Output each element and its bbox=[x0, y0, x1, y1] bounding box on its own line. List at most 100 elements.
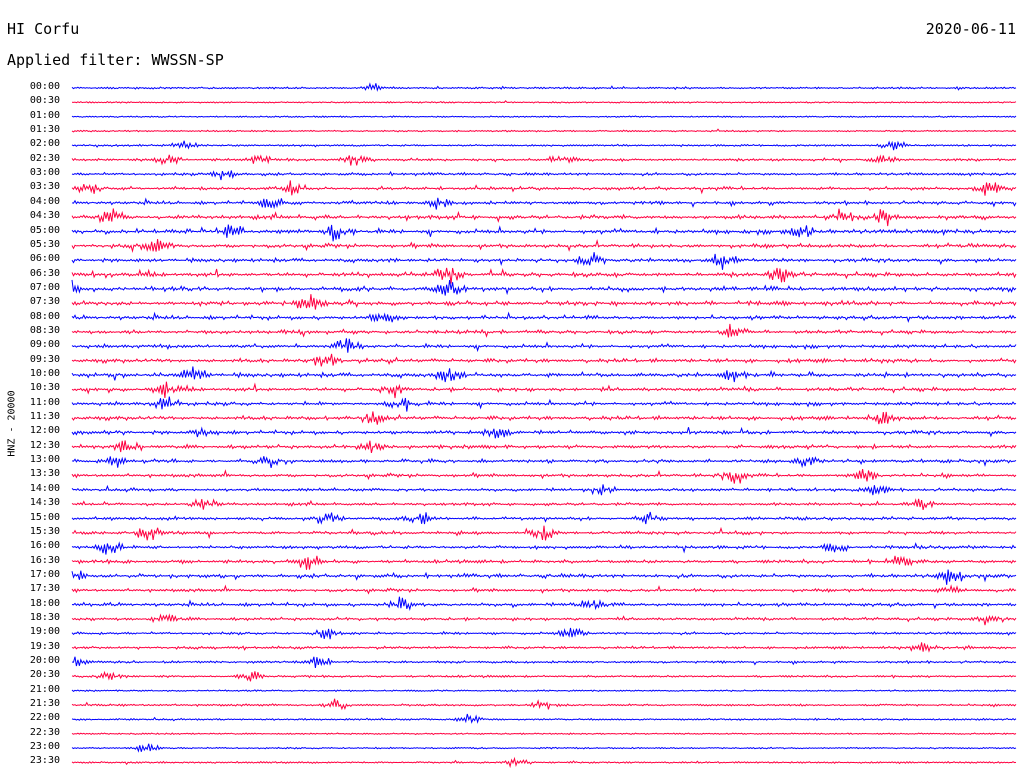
time-label: 16:30 bbox=[29, 554, 60, 566]
time-label: 07:00 bbox=[29, 281, 60, 293]
time-label: 14:00 bbox=[29, 482, 60, 494]
trace-line bbox=[71, 170, 1017, 181]
trace-line bbox=[71, 426, 1017, 439]
time-label: 02:00 bbox=[29, 138, 60, 150]
trace-line bbox=[71, 154, 1017, 166]
trace-line bbox=[71, 732, 1017, 736]
trace-line bbox=[71, 584, 1017, 595]
trace-line bbox=[71, 311, 1017, 323]
time-label: 05:00 bbox=[29, 224, 60, 236]
time-label: 06:00 bbox=[29, 253, 60, 265]
time-label: 21:00 bbox=[29, 683, 60, 695]
trace-line bbox=[71, 140, 1017, 151]
trace-line bbox=[71, 381, 1017, 399]
trace-line bbox=[71, 613, 1017, 626]
trace-line bbox=[71, 294, 1017, 310]
time-label: 22:30 bbox=[29, 726, 60, 738]
time-label: 00:00 bbox=[29, 81, 60, 92]
trace-line bbox=[71, 224, 1017, 242]
time-label: 12:00 bbox=[29, 425, 60, 437]
time-label: 01:00 bbox=[29, 109, 60, 121]
trace-line bbox=[71, 456, 1017, 469]
time-label: 20:30 bbox=[29, 669, 60, 681]
time-label: 22:00 bbox=[29, 712, 60, 724]
trace-line bbox=[71, 323, 1017, 338]
station-title: HI Corfu bbox=[7, 20, 80, 38]
time-label: 17:30 bbox=[29, 583, 60, 595]
time-label: 01:30 bbox=[29, 124, 60, 136]
time-label: 10:00 bbox=[29, 368, 60, 379]
time-label: 14:30 bbox=[29, 497, 60, 509]
time-label: 13:00 bbox=[29, 454, 60, 466]
time-label: 23:00 bbox=[29, 741, 60, 753]
time-label: 00:30 bbox=[29, 95, 60, 107]
time-label: 08:00 bbox=[29, 310, 60, 322]
trace-line bbox=[71, 366, 1017, 383]
time-label: 04:00 bbox=[29, 195, 60, 207]
date-label: 2020-06-11 bbox=[925, 20, 1016, 38]
trace-line bbox=[71, 525, 1017, 541]
trace-line bbox=[71, 484, 1017, 496]
trace-line bbox=[71, 279, 1017, 296]
trace-line bbox=[71, 411, 1017, 425]
trace-line bbox=[71, 756, 1017, 769]
time-label: 23:30 bbox=[29, 755, 60, 767]
trace-line bbox=[71, 596, 1017, 611]
trace-line bbox=[71, 569, 1017, 585]
time-label: 17:00 bbox=[29, 568, 60, 580]
time-label: 03:00 bbox=[29, 167, 60, 179]
time-label: 20:00 bbox=[29, 655, 60, 666]
trace-line bbox=[71, 469, 1017, 484]
trace-line bbox=[71, 627, 1017, 640]
time-label: 09:00 bbox=[29, 339, 60, 351]
time-label: 19:30 bbox=[29, 640, 60, 652]
time-label: 18:30 bbox=[29, 611, 60, 623]
trace-line bbox=[71, 353, 1017, 367]
trace-line bbox=[71, 713, 1017, 724]
time-label: 16:00 bbox=[29, 540, 60, 552]
time-label: 04:30 bbox=[29, 210, 60, 222]
trace-line bbox=[71, 82, 1017, 92]
trace-line bbox=[71, 498, 1017, 511]
trace-line bbox=[71, 267, 1017, 284]
trace-line bbox=[71, 511, 1017, 525]
trace-line bbox=[71, 180, 1017, 196]
time-label: 15:30 bbox=[29, 525, 60, 537]
time-label: 12:30 bbox=[29, 439, 60, 451]
time-label: 06:30 bbox=[29, 267, 60, 279]
trace-line bbox=[71, 115, 1017, 119]
trace-line bbox=[71, 743, 1017, 753]
trace-line bbox=[71, 338, 1017, 353]
time-label: 11:30 bbox=[29, 411, 60, 423]
trace-line bbox=[71, 239, 1017, 253]
trace-line bbox=[71, 656, 1017, 668]
time-label: 09:30 bbox=[29, 353, 60, 365]
trace-line bbox=[71, 440, 1017, 454]
trace-line bbox=[71, 670, 1017, 682]
time-label: 11:00 bbox=[29, 396, 60, 408]
trace-line bbox=[71, 252, 1017, 270]
trace-line bbox=[71, 555, 1017, 570]
time-label: 15:00 bbox=[29, 511, 60, 523]
time-label: 18:00 bbox=[29, 597, 60, 609]
time-label: 07:30 bbox=[29, 296, 60, 308]
trace-line bbox=[71, 100, 1017, 104]
time-label: 19:00 bbox=[29, 626, 60, 638]
time-label: 03:30 bbox=[29, 181, 60, 193]
trace-line bbox=[71, 698, 1017, 711]
trace-line bbox=[71, 208, 1017, 227]
trace-line bbox=[71, 689, 1017, 693]
trace-line bbox=[71, 642, 1017, 653]
trace-line bbox=[71, 197, 1017, 210]
trace-line bbox=[71, 541, 1017, 555]
time-label: 05:30 bbox=[29, 238, 60, 250]
trace-line bbox=[71, 128, 1017, 133]
time-label: 02:30 bbox=[29, 152, 60, 164]
filter-label: Applied filter: WWSSN-SP bbox=[7, 51, 224, 69]
time-label: 10:30 bbox=[29, 382, 60, 394]
trace-line bbox=[71, 396, 1017, 412]
time-label: 21:30 bbox=[29, 698, 60, 710]
time-label: 13:30 bbox=[29, 468, 60, 480]
time-label: 08:30 bbox=[29, 324, 60, 336]
